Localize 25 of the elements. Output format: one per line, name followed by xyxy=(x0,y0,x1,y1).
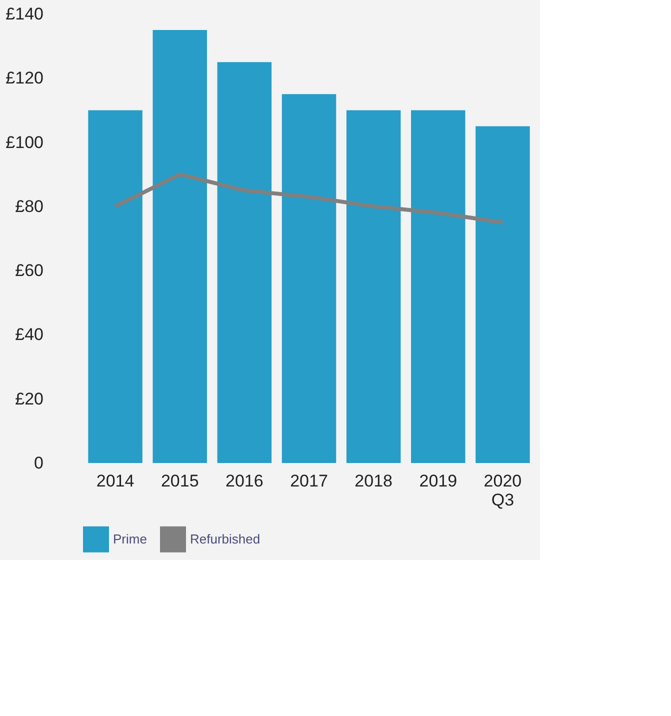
x-tick-label: 2015 xyxy=(160,472,199,490)
y-tick-label: 0 xyxy=(34,454,44,472)
x-tick-label: 2017 xyxy=(290,472,328,490)
bar xyxy=(152,30,207,463)
legend-label: Prime xyxy=(113,531,147,546)
y-tick-label: £20 xyxy=(15,389,44,408)
x-tick-label: 2019 xyxy=(419,472,458,490)
x-tick-label: 2020 Q3 xyxy=(484,472,522,510)
x-tick-label: 2014 xyxy=(96,472,134,490)
y-tick-label: £100 xyxy=(6,132,44,152)
bar xyxy=(282,94,336,463)
y-tick-label: £140 xyxy=(6,4,44,24)
bar xyxy=(217,62,272,463)
bar xyxy=(411,110,466,463)
legend-label: Refurbished xyxy=(190,531,260,546)
y-tick-label: £40 xyxy=(15,325,44,344)
bar xyxy=(88,110,142,463)
y-tick-label: £80 xyxy=(15,196,44,216)
bar xyxy=(476,126,530,463)
x-tick-label: 2016 xyxy=(226,472,264,490)
line-series xyxy=(113,172,505,224)
bar xyxy=(346,110,401,463)
x-tick-label: 2018 xyxy=(354,472,392,490)
y-tick-label: £120 xyxy=(6,68,44,88)
y-tick-label: £60 xyxy=(15,261,44,280)
